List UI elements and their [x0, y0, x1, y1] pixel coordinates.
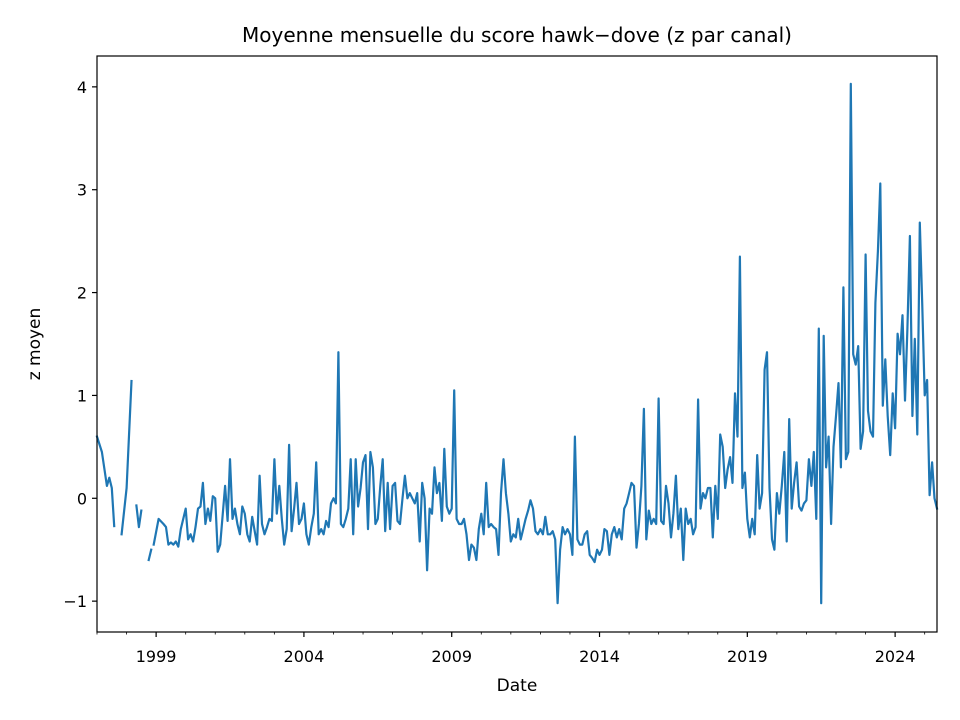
plot-frame: [96, 55, 938, 633]
x-tick-label: 2019: [727, 647, 768, 666]
y-tick-label: 3: [77, 181, 87, 200]
x-tick-label: 2004: [284, 647, 325, 666]
series-line-segment: [135, 504, 143, 529]
series-line-segment: [120, 379, 133, 536]
y-tick-label: 2: [77, 284, 87, 303]
y-tick-label: 0: [77, 489, 87, 508]
x-axis: 1999 2004 2009 2014 2019 2024: [96, 632, 926, 666]
x-tick-label: 2009: [431, 647, 472, 666]
x-axis-label: Date: [497, 676, 538, 696]
y-axis-label: z moyen: [25, 308, 45, 381]
y-axis: −1 0 1 2 3 4: [63, 78, 97, 611]
series-line-segment: [152, 82, 939, 605]
plot-area: [95, 82, 939, 605]
y-tick-label: −1: [63, 592, 87, 611]
y-tick-label: 1: [77, 386, 87, 405]
x-tick-label: 2014: [579, 647, 620, 666]
chart-title: Moyenne mensuelle du score hawk−dove (z …: [242, 23, 792, 47]
x-tick-label: 2024: [875, 647, 916, 666]
series-line-segment: [95, 435, 116, 528]
series-line-segment: [147, 548, 153, 562]
y-tick-label: 4: [77, 78, 87, 97]
x-tick-label: 1999: [136, 647, 177, 666]
